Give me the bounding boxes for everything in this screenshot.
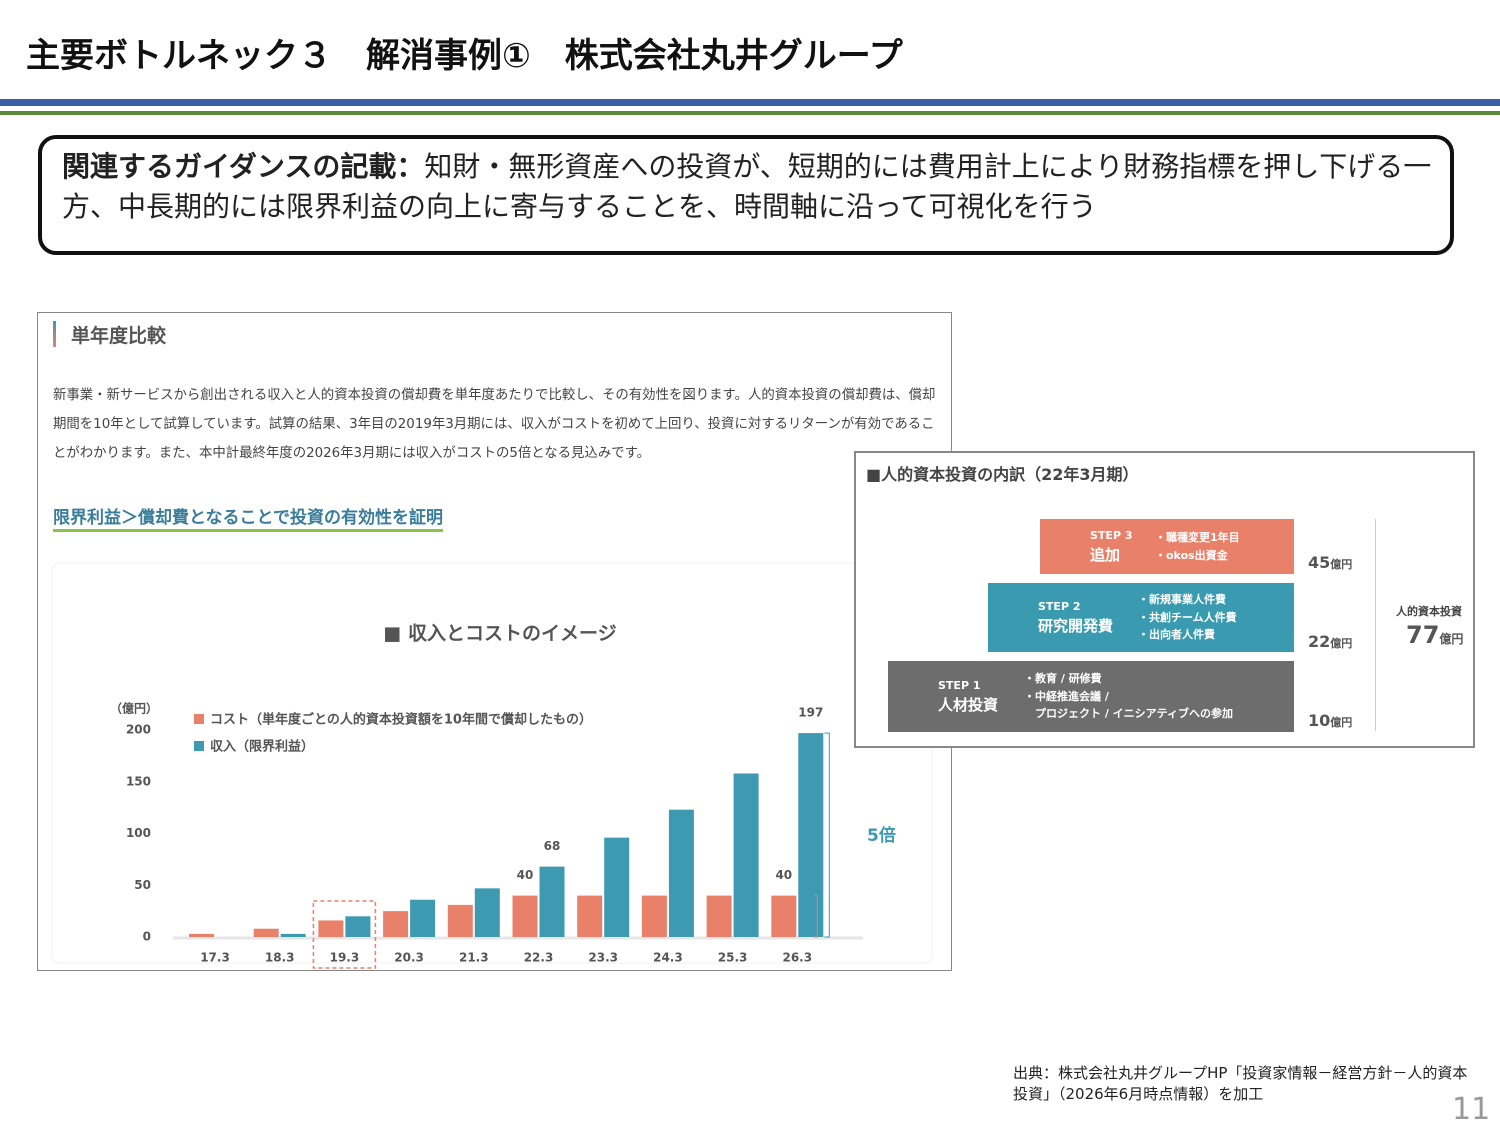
bar (539, 866, 565, 937)
step-box: STEP 2 研究開発費 ・新規事業人件費 ・共創チーム人件費 ・出向者人件費 (988, 583, 1294, 652)
x-tick-label: 24.3 (653, 951, 683, 965)
legend-swatch (194, 741, 204, 751)
bar (733, 773, 759, 937)
bar (383, 911, 409, 937)
amount-unit: 億円 (1330, 637, 1353, 650)
slide-title: 主要ボトルネック３ 解消事例① 株式会社丸井グループ (26, 36, 903, 76)
legend-label: コスト（単年度ごとの人的資本投資額を10年間で償却したもの） (210, 712, 592, 728)
value-label: 40 (775, 868, 792, 882)
chart-title: ■ 収入とコストのイメージ (383, 623, 616, 645)
chart-card (51, 562, 933, 964)
bar (253, 928, 279, 937)
step-item: ・職種変更1年目 (1155, 531, 1240, 544)
header-rule-blue (0, 99, 1500, 106)
step-item: プロジェクト / イニシアティブへの参加 (1024, 707, 1234, 721)
x-tick-label: 18.3 (265, 951, 295, 965)
five-times-bracket (824, 732, 830, 938)
step-item: ・教育 / 研修費 (1024, 672, 1102, 686)
bar (280, 933, 306, 937)
amount-number: 45 (1308, 553, 1331, 572)
total-amount: 77億円 (1406, 621, 1463, 649)
y-tick-label: 0 (143, 930, 151, 944)
guidance-box: 関連するガイダンスの記載：知財・無形資産への投資が、短期的には費用計上により財務… (38, 135, 1454, 255)
bar (706, 895, 732, 937)
bracket (1375, 519, 1377, 731)
y-axis-unit: （億円） (110, 701, 158, 716)
step-amount: 10億円 (1308, 711, 1352, 730)
x-tick-label: 19.3 (330, 951, 360, 965)
total-number: 77 (1406, 621, 1440, 649)
step-item: ・共創チーム人件費 (1138, 610, 1237, 624)
bar (410, 899, 436, 937)
bar (604, 837, 630, 937)
bar (798, 733, 824, 937)
step-amount: 45億円 (1308, 553, 1352, 572)
x-tick-label: 21.3 (459, 951, 489, 965)
breakdown-title: ■人的資本投資の内訳（22年3月期） (866, 465, 1139, 484)
page-number: 11 (1452, 1092, 1491, 1125)
bar (577, 895, 603, 937)
step-number: STEP 1 (938, 678, 981, 692)
x-tick-label: 20.3 (394, 951, 424, 965)
step-item: ・okos出資金 (1155, 548, 1228, 562)
total-unit: 億円 (1439, 632, 1464, 646)
bar (474, 888, 500, 937)
panel-heading: 単年度比較 (71, 325, 167, 347)
bar (668, 809, 694, 937)
y-tick-label: 200 (126, 723, 151, 737)
x-tick-label: 17.3 (200, 951, 230, 965)
step-label: 人材投資 (938, 695, 999, 714)
guidance-text: 知財・無形資産への投資が、短期的には費用計上により財務指標を押し下げる一方、中長… (62, 150, 1432, 223)
annotation: 5倍 (867, 825, 896, 846)
x-tick-label: 23.3 (588, 951, 618, 965)
bar (345, 916, 371, 937)
legend-label: 収入（限界利益） (210, 739, 314, 755)
panel-link: 限界利益＞償却費となることで投資の有効性を証明 (53, 503, 443, 532)
step-item: ・出向者人件費 (1138, 628, 1215, 642)
bar (641, 895, 667, 937)
x-tick-label: 22.3 (524, 951, 554, 965)
bar (189, 933, 214, 937)
left-panel: 単年度比較 新事業・新サービスから創出される収入と人的資本投資の償却費を単年度あ… (37, 312, 952, 971)
bar (512, 895, 538, 937)
x-tick-label: 26.3 (782, 951, 812, 965)
step-label: 追加 (1090, 545, 1121, 564)
guidance-label: 関連するガイダンスの記載： (62, 150, 425, 183)
value-label: 40 (517, 868, 534, 882)
source-note: 出典：株式会社丸井グループHP「投資家情報－経営方針－人的資本投資」（2026年… (1013, 1064, 1468, 1103)
step-number: STEP 2 (1038, 599, 1081, 613)
panel-paragraph: 新事業・新サービスから創出される収入と人的資本投資の償却費を単年度あたりで比較し… (53, 388, 936, 461)
step-number: STEP 3 (1090, 528, 1133, 542)
total-label: 人的資本投資 (1396, 605, 1462, 618)
amount-unit: 億円 (1330, 716, 1353, 729)
step-box: STEP 3 追加 ・職種変更1年目 ・okos出資金 (1040, 519, 1294, 574)
legend-swatch (194, 714, 204, 724)
amount-number: 10 (1308, 711, 1331, 730)
breakdown-panel: ■人的資本投資の内訳（22年3月期） 人的資本投資 77億円 STEP 3 追加・… (854, 451, 1475, 748)
chart: ■ 収入とコストのイメージ （億円） 5倍 0 50 100 150 200 コスト（単年… (51, 562, 933, 969)
amount-number: 22 (1308, 632, 1331, 651)
value-label: 68 (544, 839, 561, 853)
y-tick-label: 150 (126, 774, 151, 788)
bar (771, 895, 797, 937)
step-amount: 22億円 (1308, 632, 1352, 651)
value-label: 197 (798, 706, 823, 720)
amount-unit: 億円 (1330, 558, 1353, 571)
bar (447, 904, 473, 937)
y-tick-label: 100 (126, 826, 151, 840)
cost-bracket (814, 895, 818, 938)
step-box: STEP 1 人材投資 ・教育 / 研修費 ・中経推進会議 / プロジェクト / イニ… (888, 661, 1294, 732)
bar (318, 920, 344, 937)
highlight-box (312, 900, 377, 969)
y-tick-label: 50 (134, 878, 151, 892)
heading-bar (53, 321, 56, 347)
step-item: ・新規事業人件費 (1138, 593, 1226, 607)
x-tick-label: 25.3 (718, 951, 748, 965)
header-rule-green (0, 111, 1500, 115)
step-item: ・中経推進会議 / (1024, 689, 1109, 703)
step-label: 研究開発費 (1038, 616, 1114, 635)
